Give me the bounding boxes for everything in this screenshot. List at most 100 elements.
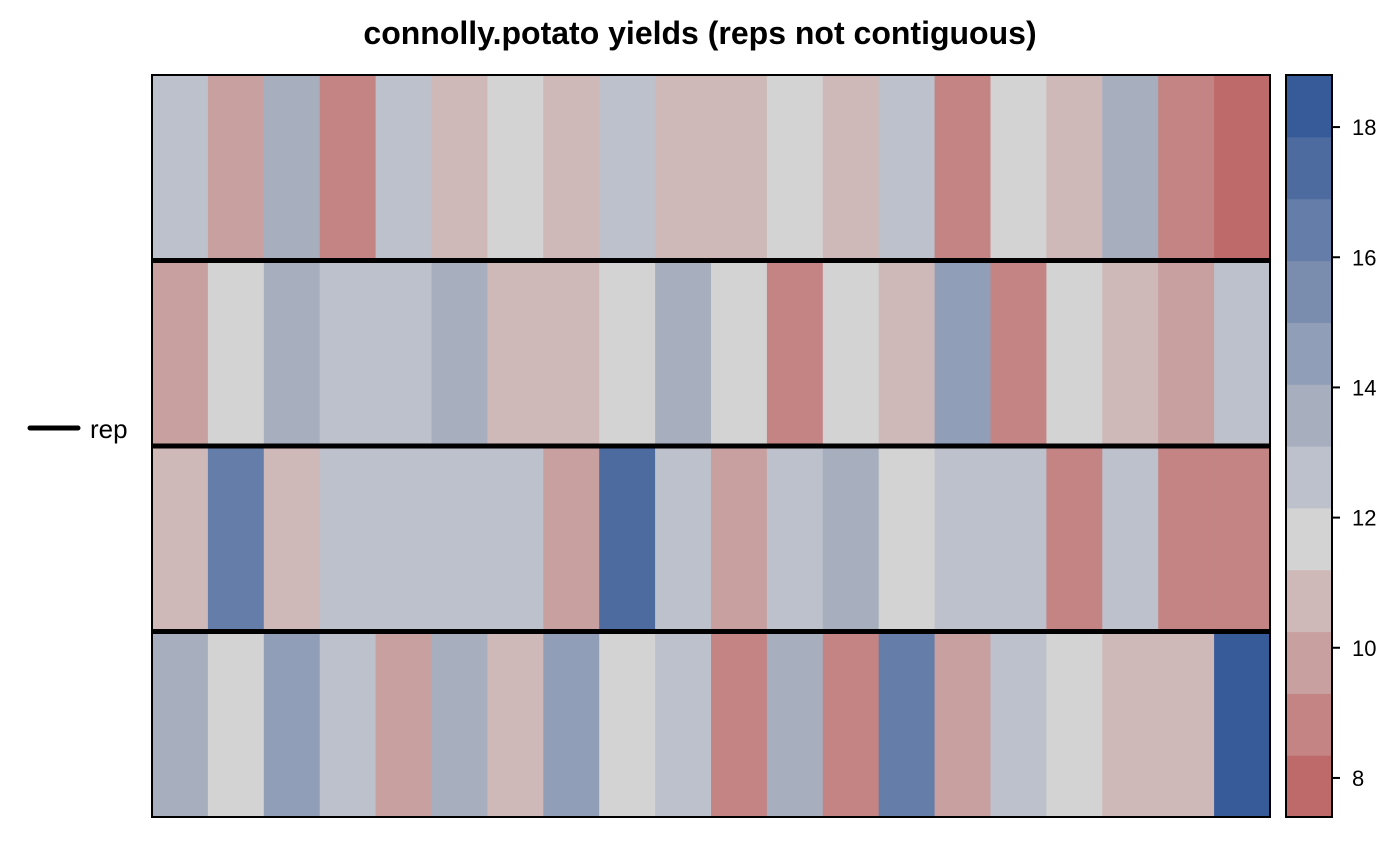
heatmap-cell: [878, 631, 936, 818]
heatmap-cell: [878, 446, 936, 633]
legend-label-rep: rep: [90, 414, 128, 444]
heatmap-cell: [375, 260, 433, 447]
heatmap-cell: [152, 446, 209, 633]
heatmap-cell: [1102, 260, 1159, 447]
heatmap-cell: [1102, 75, 1159, 262]
heatmap-cell: [263, 75, 321, 262]
colorbar-bin: [1286, 260, 1332, 323]
heatmap-cell: [766, 631, 824, 818]
heatmap-cell: [1102, 446, 1159, 633]
heatmap-cell: [655, 260, 712, 447]
heatmap-cell: [990, 446, 1047, 633]
heatmap-cell: [319, 75, 377, 262]
heatmap-cell: [487, 631, 544, 818]
heatmap-cell: [934, 75, 992, 262]
heatmap-cell: [934, 446, 992, 633]
colorbar-bin: [1286, 569, 1332, 633]
heatmap-cell: [822, 446, 880, 633]
colorbar-bin: [1286, 75, 1332, 138]
heatmap-cell: [431, 75, 488, 262]
heatmap-cell: [1046, 631, 1103, 818]
heatmap-cell: [375, 75, 433, 262]
legend: rep: [27, 414, 128, 444]
heatmap-cells: [152, 75, 1271, 818]
heatmap-cell: [934, 260, 992, 447]
heatmap-cell: [934, 631, 992, 818]
heatmap-cell: [152, 631, 209, 818]
heatmap-cell: [543, 631, 600, 818]
heatmap-cell: [263, 446, 321, 633]
heatmap-cell: [1158, 631, 1215, 818]
heatmap-cell: [1046, 75, 1103, 262]
colorbar-tick-label: 8: [1352, 766, 1364, 791]
heatmap-cell: [878, 260, 936, 447]
colorbar: 8 10 12 14 16 18: [1285, 74, 1376, 818]
colorbar-bin: [1286, 198, 1332, 262]
heatmap-cell: [990, 631, 1047, 818]
colorbar-tick-label: 16: [1352, 245, 1376, 270]
heatmap-cell: [1214, 75, 1271, 262]
heatmap-cell: [1046, 260, 1103, 447]
colorbar-bin: [1286, 507, 1332, 571]
heatmap-cell: [431, 631, 488, 818]
heatmap-cell: [711, 446, 768, 633]
colorbar-tick-label: 12: [1352, 506, 1376, 531]
chart-title: connolly.potato yields (reps not contigu…: [363, 15, 1036, 51]
heatmap-cell: [599, 260, 656, 447]
heatmap-cell: [990, 260, 1047, 447]
heatmap-cell: [319, 260, 377, 447]
colorbar-bin: [1286, 384, 1332, 447]
colorbar-bin: [1286, 693, 1332, 756]
heatmap-cell: [878, 75, 936, 262]
heatmap-cell: [487, 446, 544, 633]
heatmap-cell: [822, 75, 880, 262]
heatmap-cell: [431, 260, 488, 447]
heatmap-cell: [822, 260, 880, 447]
heatmap-cell: [822, 631, 880, 818]
colorbar-border: [1285, 74, 1333, 818]
heatmap-cell: [207, 75, 265, 262]
colorbar-bin: [1286, 136, 1332, 200]
heatmap-cell: [766, 260, 824, 447]
heatmap-cell: [375, 631, 433, 818]
heatmap-cell: [207, 260, 265, 447]
heatmap-cell: [487, 260, 544, 447]
heatmap-cell: [319, 631, 377, 818]
heatmap-cell: [543, 75, 600, 262]
heatmap-cell: [431, 446, 488, 633]
heatmap-cell: [711, 631, 768, 818]
colorbar-tick-label: 18: [1352, 115, 1376, 140]
heatmap-cell: [207, 631, 265, 818]
heatmap-cell: [766, 446, 824, 633]
heatmap-cell: [1158, 446, 1215, 633]
heatmap-cell: [152, 260, 209, 447]
heatmap-cell: [543, 446, 600, 633]
heatmap-cell: [1214, 260, 1271, 447]
heatmap-cell: [655, 446, 712, 633]
heatmap-cell: [1214, 631, 1271, 818]
heatmap-cell: [1158, 260, 1215, 447]
heatmap-cell: [1214, 446, 1271, 633]
colorbar-bin: [1286, 755, 1332, 818]
heatmap-cell: [152, 75, 209, 262]
heatmap-cell: [263, 631, 321, 818]
heatmap-cell: [263, 260, 321, 447]
colorbar-bin: [1286, 631, 1332, 694]
heatmap-cell: [711, 75, 768, 262]
colorbar-tick-label: 14: [1352, 375, 1376, 400]
heatmap-cell: [599, 631, 656, 818]
colorbar-bin: [1286, 446, 1332, 509]
heatmap-cell: [990, 75, 1047, 262]
colorbar-bin: [1286, 322, 1332, 385]
heatmap-cell: [655, 75, 712, 262]
heatmap-cell: [1158, 75, 1215, 262]
heatmap-cell: [655, 631, 712, 818]
heatmap-cell: [711, 260, 768, 447]
colorbar-tick-label: 10: [1352, 636, 1376, 661]
heatmap-cell: [487, 75, 544, 262]
rep-separators: [152, 258, 1270, 634]
heatmap-cell: [207, 446, 265, 633]
heatmap-cell: [543, 260, 600, 447]
heatmap-cell: [599, 446, 656, 633]
